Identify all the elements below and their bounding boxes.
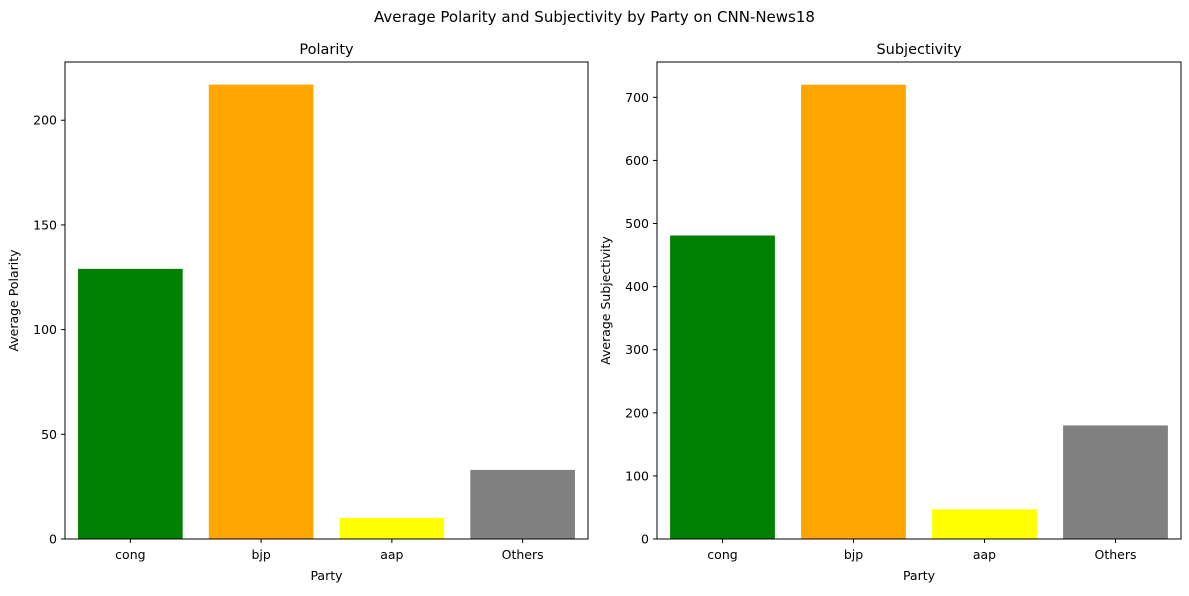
polarity-axes-frame xyxy=(64,61,589,540)
subjectivity-bar-cong xyxy=(670,235,775,539)
polarity-bar-cong xyxy=(78,268,183,539)
polarity-bar-aap xyxy=(339,518,445,539)
polarity-y-tick-label: 0 xyxy=(49,532,57,547)
subjectivity-x-tick-label: aap xyxy=(973,547,996,562)
polarity-y-tick-label: 150 xyxy=(33,217,57,232)
subjectivity-axes-frame xyxy=(656,61,1182,540)
polarity-bar-others xyxy=(470,469,575,539)
subjectivity-y-axis-label: Average Subjectivity xyxy=(598,236,613,365)
subjectivity-x-tick-label: bjp xyxy=(844,547,863,562)
subjectivity-x-tick-label: Others xyxy=(1094,547,1136,562)
polarity-y-tick-label: 200 xyxy=(33,113,57,128)
polarity-x-tick-label: Others xyxy=(502,547,544,562)
subjectivity-y-tick-label: 200 xyxy=(625,405,649,420)
polarity-x-axis-label: Party xyxy=(310,568,343,583)
subjectivity-subplot-title: Subjectivity xyxy=(876,42,962,58)
subjectivity-y-tick-label: 700 xyxy=(625,90,649,105)
subjectivity-x-axis-label: Party xyxy=(903,568,936,583)
subjectivity-bar-bjp xyxy=(801,84,906,539)
subjectivity-bar-aap xyxy=(932,509,1037,539)
subjectivity-x-tick-label: cong xyxy=(707,547,737,562)
polarity-chart: Polarity cong bjp aap Others 0 50 100 150 200 Part… xyxy=(6,42,589,583)
subjectivity-y-tick-label: 500 xyxy=(625,216,649,231)
subjectivity-bar-others xyxy=(1063,425,1168,539)
subjectivity-chart: Subjectivity cong bjp aap Others 0 100 200 300 40… xyxy=(598,42,1182,583)
subjectivity-y-tick-label: 0 xyxy=(641,532,649,547)
polarity-y-tick-label: 100 xyxy=(33,322,57,337)
polarity-x-tick-label: cong xyxy=(115,547,145,562)
subjectivity-y-tick-label: 300 xyxy=(625,342,649,357)
polarity-bar-bjp xyxy=(208,84,314,540)
subjectivity-y-tick-label: 600 xyxy=(625,153,649,168)
figure-title: Average Polarity and Subjectivity by Par… xyxy=(374,8,815,26)
subjectivity-y-tick-label: 100 xyxy=(625,468,649,483)
polarity-x-tick-label: aap xyxy=(380,547,403,562)
polarity-x-tick-label: bjp xyxy=(251,547,270,562)
subjectivity-y-tick-label: 400 xyxy=(625,279,649,294)
polarity-y-axis-label: Average Polarity xyxy=(6,249,21,352)
polarity-subplot-title: Polarity xyxy=(299,42,354,58)
polarity-y-tick-label: 50 xyxy=(41,427,57,442)
